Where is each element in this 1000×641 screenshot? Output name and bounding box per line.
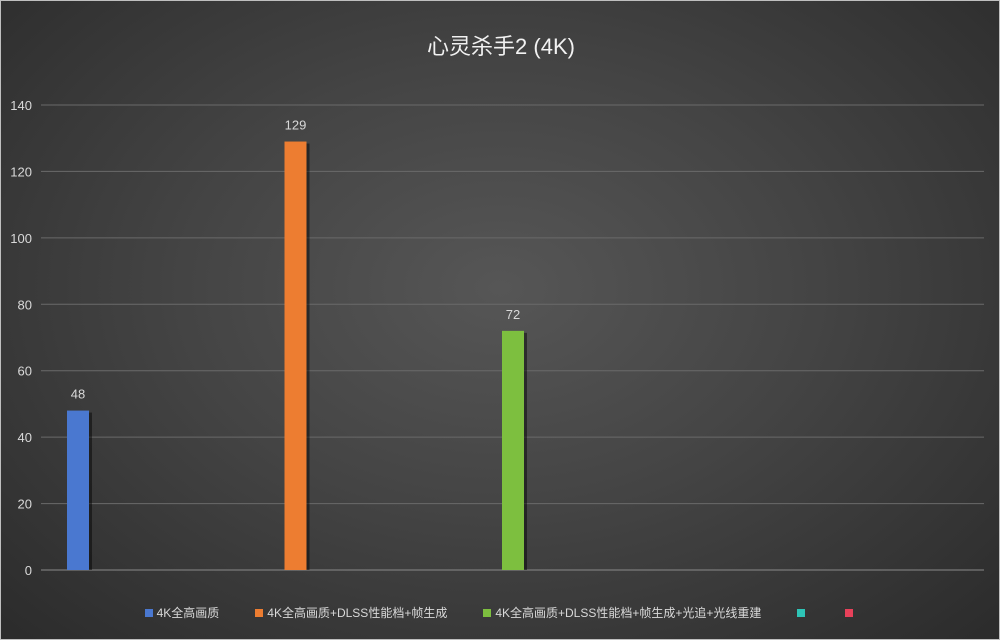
y-tick-label: 20 [18,497,32,512]
y-tick-label: 120 [10,164,32,179]
legend-label: 4K全高画质+DLSS性能档+帧生成 [267,606,448,620]
legend-label: 4K全高画质 [156,606,220,620]
y-tick-label: 0 [25,563,32,578]
bar [67,410,89,570]
data-label: 72 [506,307,520,322]
legend-item: 4K全高画质 [144,604,220,621]
legend-swatch [845,608,854,617]
legend-item: 4K全高画质+DLSS性能档+帧生成+光追+光线重建 [483,604,761,621]
legend-swatch [144,608,153,617]
data-label: 48 [71,387,85,402]
bar [502,330,524,570]
y-tick-label: 80 [18,297,32,312]
y-tick-label: 140 [10,98,32,113]
legend-swatch [797,608,806,617]
legend-label: 4K全高画质+DLSS性能档+帧生成+光追+光线重建 [495,606,762,620]
y-tick-label: 40 [18,430,32,445]
legend-item [797,604,809,621]
y-tick-label: 60 [18,364,32,379]
legend-item: 4K全高画质+DLSS性能档+帧生成 [255,604,447,621]
legend: 4K全高画质 4K全高画质+DLSS性能档+帧生成 4K全高画质+DLSS性能档+帧… [1,604,1000,621]
y-tick-label: 100 [10,231,32,246]
chart-title: 心灵杀手2 (4K) [427,34,575,59]
legend-swatch [255,608,264,617]
data-label: 129 [285,118,307,133]
legend-item [845,604,857,621]
bar [284,141,307,571]
legend-swatch [483,608,492,617]
